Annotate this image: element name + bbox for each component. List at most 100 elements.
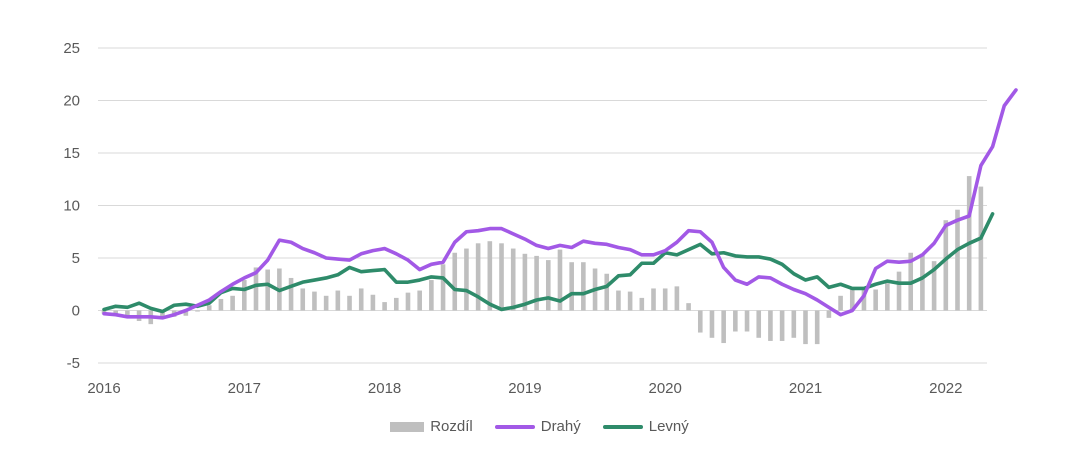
y-tick-label: 0 [72,303,80,320]
rozdil-bar [920,253,925,311]
rozdil-bar [417,290,422,311]
x-tick-label: 2017 [228,380,261,397]
rozdil-bar [382,302,387,311]
rozdil-bar [253,267,259,311]
x-axis-ticks: 2016 2017 2018 2019 2020 2021 2022 [87,380,962,397]
rozdil-bar [113,310,118,314]
series-lines [102,88,1018,320]
rozdil-bar [697,310,703,333]
legend: Rozdíl Drahý Levný [0,418,1079,435]
rozdil-bar [604,273,610,311]
rozdil-bar [323,295,329,311]
rozdil-bar [639,297,645,311]
y-axis-ticks: 25 20 15 10 5 0 -5 [63,40,80,372]
rozdil-bar [616,290,621,311]
y-tick-label: 5 [72,250,80,267]
rozdil-bar [849,288,855,311]
drahy-line [102,88,1018,320]
rozdil-bar [242,280,247,311]
rozdil-bar [709,310,715,338]
rozdil-bar [557,249,563,311]
rozdil-bar [943,220,949,311]
rozdil-bar [721,310,726,344]
rozdil-bar [756,310,762,338]
rozdil-bar [768,310,773,341]
rozdil-bar [896,271,902,311]
rozdil-bar [288,277,294,311]
y-tick-label: 15 [63,145,80,162]
rozdil-bar [440,264,446,311]
rozdil-bar [452,252,458,311]
rozdil-bar [312,291,317,311]
legend-swatch-levny [602,424,643,429]
x-tick-label: 2016 [87,380,120,397]
legend-item-drahy: Drahý [494,418,581,435]
legend-label-levny: Levný [648,418,689,435]
rozdil-bar [545,260,551,311]
y-tick-label: 25 [63,40,80,57]
levny-line [102,212,995,314]
legend-item-levny: Levný [602,418,689,435]
legend-label-rozdil: Rozdíl [430,418,473,435]
rozdil-bar [405,292,411,311]
x-tick-label: 2022 [929,380,962,397]
y-tick-label: 20 [63,93,80,110]
rozdil-bar [487,241,493,311]
rozdil-bar [183,310,189,316]
rozdil-bar [206,305,212,311]
rozdil-bar [429,280,434,311]
gridlines [98,47,987,364]
rozdil-bar [791,310,797,338]
rozdil-bar [733,310,738,332]
legend-item-rozdil: Rozdíl [390,418,473,435]
rozdil-bar [534,255,539,311]
rozdil-bar [195,310,200,312]
x-tick-label: 2019 [508,380,541,397]
rozdil-bar [861,288,867,311]
rozdil-bar [885,283,890,311]
rozdil-bar [803,310,808,345]
rozdil-bar [873,289,878,311]
rozdil-bar [978,186,984,311]
rozdil-bar [744,310,750,332]
rozdil-bar [230,295,235,311]
y-tick-label: -5 [67,355,80,372]
rozdil-bar [218,298,224,311]
rozdil-bar [393,297,399,311]
rozdil-bar [347,295,352,311]
rozdil-bar [955,209,960,311]
rozdil-bar [160,310,165,319]
legend-swatch-rozdil [390,421,425,432]
rozdil-bar [464,248,469,311]
rozdil-bar [651,288,656,311]
rozdil-bar [499,243,504,311]
rozdil-bar [779,310,785,341]
rozdil-bar [475,243,481,311]
rozdil-bar [931,261,937,311]
rozdil-bar [826,310,832,318]
rozdil-bar [265,269,270,311]
rozdil-bar [358,288,364,311]
rozdil-bar [125,310,130,318]
legend-label-drahy: Drahý [540,418,581,435]
rozdil-bar [814,310,820,345]
x-tick-label: 2020 [649,380,682,397]
rozdil-bar [335,290,341,311]
rozdil-bar [686,303,691,311]
rozdil-bars [101,176,984,345]
legend-swatch-drahy [494,424,535,429]
rozdil-bar [838,295,843,311]
rozdil-bar [510,248,516,311]
rozdil-bar [662,288,668,311]
rozdil-bar [370,294,376,311]
x-tick-label: 2018 [368,380,401,397]
rozdil-bar [300,288,306,311]
rozdil-bar [627,291,633,311]
x-tick-label: 2021 [789,380,822,397]
rozdil-bar [569,262,574,311]
y-tick-label: 10 [63,198,80,215]
rozdil-bar [522,253,528,311]
rozdil-bar [674,286,680,311]
rozdil-bar [581,262,586,311]
